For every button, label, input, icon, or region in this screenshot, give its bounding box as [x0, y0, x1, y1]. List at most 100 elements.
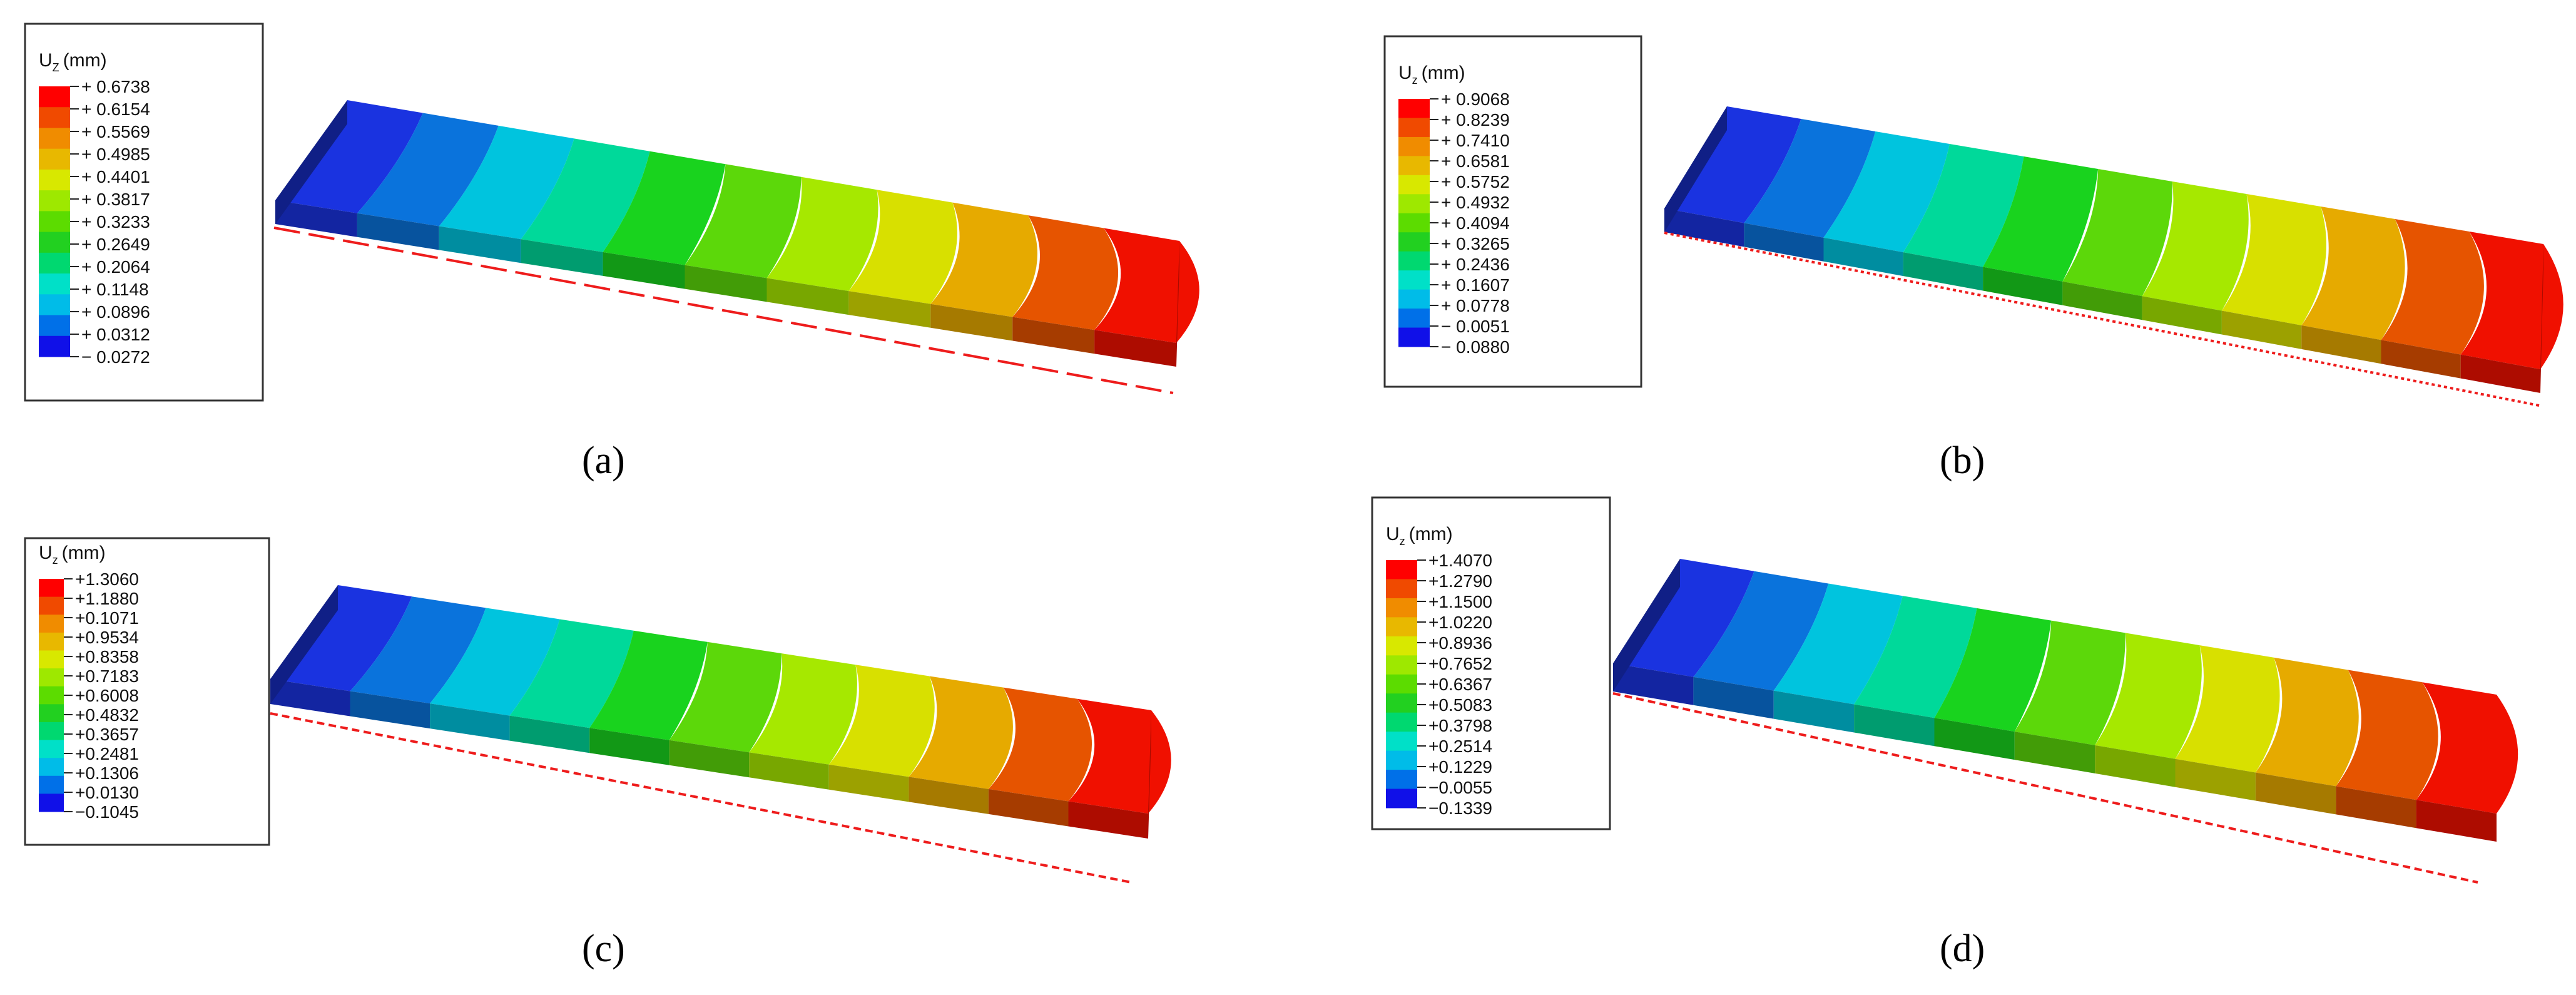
legend-value: + 0.8239	[1441, 110, 1510, 130]
slab-end-face-right	[1176, 241, 1179, 367]
legend-swatch	[39, 148, 70, 170]
slab-front-band	[350, 691, 430, 729]
legend: Uz (mm) +1.3060+1.1880+0.1071+0.9534+0.835…	[24, 537, 270, 846]
legend-value: +0.4832	[75, 705, 139, 725]
slab-top-band	[1664, 106, 1801, 223]
legend-swatch	[1398, 309, 1430, 329]
legend-swatch	[39, 793, 64, 812]
legend-swatch	[1386, 750, 1417, 770]
legend-swatch	[1398, 232, 1430, 252]
slab-top-band	[275, 100, 423, 213]
legend: Uz (mm) +1.4070+1.2790+1.1500 +1.0220+0.893…	[1371, 496, 1611, 830]
slab-top-band	[603, 151, 726, 265]
slab-top-band	[2221, 194, 2326, 325]
legend-value: +0.9534	[75, 628, 139, 647]
slab-top-band	[988, 687, 1092, 802]
legend-swatch	[1398, 270, 1430, 290]
slab-front-band	[357, 213, 439, 250]
slab-end-face	[270, 585, 338, 704]
panel-a: UZ (mm) + 0.6738 + 0.6154 + 0.5569 + 0.4985 + …	[24, 23, 1199, 402]
legend-swatch	[39, 335, 70, 357]
slab-front-band	[1854, 704, 1935, 747]
slab-front-band	[766, 278, 849, 315]
slab-top-band	[749, 653, 857, 765]
legend-swatch	[1398, 156, 1430, 176]
slab-top-band	[828, 665, 935, 777]
legend-swatch	[39, 252, 70, 274]
slab-end-face	[1664, 106, 1727, 232]
legend-value: − 0.0051	[1441, 317, 1510, 336]
slab-top-band	[1983, 156, 2099, 282]
slab-front-band	[270, 679, 350, 717]
slab-front-band	[1934, 718, 2015, 760]
legend-value: + 0.2436	[1441, 255, 1510, 274]
legend-swatch	[1386, 770, 1417, 790]
slab-front-band	[2381, 340, 2461, 379]
legend-swatch	[1398, 118, 1430, 138]
legend-swatch	[1398, 175, 1430, 195]
slab-front-band	[1012, 317, 1095, 354]
slab-end-face-right	[1148, 710, 1151, 839]
legend-value: + 0.6738	[81, 77, 150, 96]
slab-top-band	[2336, 670, 2438, 800]
slab-front-band	[2336, 786, 2416, 829]
legend-swatch	[39, 294, 70, 316]
deformed-slab	[270, 585, 1171, 839]
legend-title: Uz (mm)	[39, 543, 106, 566]
legend-swatch	[39, 579, 64, 598]
legend-value: +0.8358	[75, 647, 139, 666]
legend-swatch	[39, 596, 64, 615]
legend-swatch	[39, 740, 64, 758]
legend-value: − 0.0880	[1441, 337, 1510, 357]
legend-value: +0.3798	[1428, 716, 1492, 735]
legend-value: − 0.0272	[81, 347, 150, 367]
legend-swatch	[39, 758, 64, 777]
legend-value: +0.1071	[75, 608, 139, 628]
legend-value: +1.1880	[75, 589, 139, 608]
legend-swatch	[39, 128, 70, 150]
slab-top-band	[930, 202, 1038, 317]
legend-swatch	[39, 107, 70, 128]
legend-swatch	[1398, 251, 1430, 271]
legend-swatch	[1398, 327, 1430, 347]
slab-top-band	[430, 608, 560, 716]
legend-value: +0.0130	[75, 783, 139, 802]
legend-value: + 0.0896	[81, 302, 150, 322]
legend-value: +0.3657	[75, 725, 139, 744]
slab-end-face	[1613, 559, 1680, 691]
panel-b: Uz (mm)+ 0.9068+ 0.8239+ 0.7410+ 0.6581+ …	[1383, 35, 2563, 407]
slab-front-band	[603, 252, 685, 289]
slab-top-band	[357, 113, 499, 227]
slab-front-band	[275, 200, 357, 237]
caption-d: (d)	[1940, 927, 1985, 970]
legend-value: −0.0055	[1428, 778, 1492, 797]
slab-front-band	[1094, 330, 1176, 367]
legend-value: +1.1500	[1428, 592, 1492, 611]
panel-c: Uz (mm) +1.3060+1.1880+0.1071+0.9534+0.835…	[24, 537, 1171, 884]
slab-front-band	[2460, 354, 2540, 393]
legend-value: +0.8936	[1428, 633, 1492, 653]
legend-swatch	[1386, 560, 1417, 579]
legend-value: +1.0220	[1428, 613, 1492, 632]
undeformed-reference-line	[1664, 232, 2540, 407]
legend-value: −0.1339	[1428, 799, 1492, 818]
legend-value: + 0.5752	[1441, 172, 1510, 191]
slab-front-band	[1068, 801, 1148, 839]
slab-front-band	[2255, 772, 2336, 815]
legend: Uz (mm)+ 0.9068+ 0.8239+ 0.7410+ 0.6581+ …	[1383, 35, 1642, 388]
slab-front-band	[848, 291, 931, 328]
slab-front-band	[521, 239, 603, 276]
legend-value: +0.6367	[1428, 675, 1492, 694]
legend-swatch	[39, 632, 64, 651]
legend-title: Uz (mm)	[1386, 524, 1453, 548]
legend-swatch	[1398, 289, 1430, 309]
legend-title: UZ (mm)	[39, 50, 107, 74]
legend-swatch	[39, 615, 64, 633]
slab-top-band	[509, 619, 634, 728]
legend-swatch	[1386, 655, 1417, 675]
legend-value: + 0.4401	[81, 167, 150, 186]
panel-d: Uz (mm) +1.4070+1.2790+1.1500 +1.0220+0.893…	[1371, 496, 2518, 884]
legend-swatch	[39, 722, 64, 741]
slab-top-band	[1012, 215, 1119, 330]
